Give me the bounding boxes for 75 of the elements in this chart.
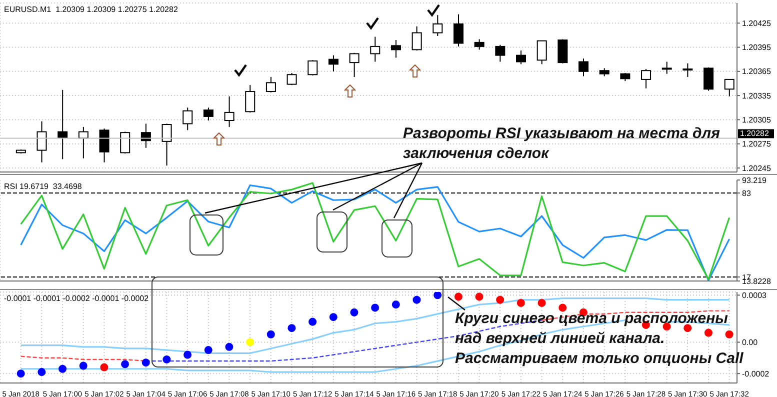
point (16, 370, 25, 378)
y-tick-label: 1.20275 (742, 140, 772, 149)
candlestick (704, 66, 714, 92)
point (329, 313, 338, 322)
candlestick (58, 89, 68, 160)
candlestick (224, 96, 234, 128)
candlestick (286, 72, 297, 86)
point (412, 296, 421, 304)
y-tick-label: 93.219 (742, 176, 768, 185)
point (162, 355, 171, 364)
y-tick-label: 0.00 (742, 338, 758, 348)
point (434, 292, 442, 300)
point (204, 346, 212, 354)
candlestick (245, 84, 256, 113)
point (558, 304, 567, 312)
candlestick (558, 38, 568, 64)
candlestick (36, 120, 47, 163)
point (38, 368, 46, 376)
candlestick (641, 68, 652, 89)
y-tick-label: 1.20305 (742, 116, 772, 125)
ref-line-label: 1.20282 (740, 129, 770, 138)
candlestick (162, 123, 172, 166)
point (308, 318, 317, 326)
point (184, 350, 192, 359)
chart-title: EURUSD.M1 1.20309 1.20309 1.20275 1.20282 (4, 5, 178, 14)
point (704, 328, 712, 337)
point (142, 358, 150, 367)
candlestick (349, 52, 360, 78)
point (288, 324, 296, 332)
candlestick (370, 36, 380, 62)
point (79, 362, 88, 370)
candlestick (516, 50, 526, 65)
point (58, 364, 67, 373)
point (100, 363, 108, 372)
candlestick (432, 14, 443, 36)
candlestick (495, 44, 506, 62)
candlestick (266, 76, 276, 93)
candlestick (724, 78, 734, 97)
point (516, 298, 525, 307)
candlestick (578, 58, 589, 77)
candlestick (453, 14, 464, 47)
candlestick (203, 107, 214, 121)
annotation: Развороты RSI указывают на места для заключения сделок (403, 124, 721, 164)
point (121, 360, 130, 368)
candlestick (390, 40, 401, 58)
candlestick (308, 60, 318, 76)
candlestick (474, 38, 484, 50)
candlestick (682, 62, 693, 78)
point (246, 338, 254, 346)
y-tick-label: 1.20425 (742, 18, 772, 28)
y-tick-label: 1.20335 (742, 91, 772, 100)
chart-title: RSI 19.6719 33.4698 (4, 182, 82, 191)
point (371, 304, 380, 312)
candlestick (328, 54, 338, 72)
y-tick-label: 0.0003 (742, 290, 768, 300)
y-tick-label: 1.20395 (742, 43, 772, 52)
point (225, 342, 234, 351)
y-tick-label: 1.20245 (742, 164, 772, 173)
point (538, 298, 546, 307)
point (496, 296, 504, 304)
point (454, 292, 462, 301)
point (392, 300, 400, 309)
point (725, 330, 734, 338)
candlestick (662, 61, 672, 74)
y-tick-label: 83 (742, 188, 752, 198)
chart-title: -0.0001 -0.0001 -0.0002 -0.0001 -0.0002 (4, 294, 149, 303)
y-tick-label: -0.0002 (742, 369, 770, 378)
candlestick (412, 26, 422, 51)
candlestick (99, 128, 110, 163)
candlestick (182, 107, 193, 131)
candlestick (536, 40, 547, 65)
point (350, 308, 358, 316)
y-tick-label: 1.20365 (742, 67, 772, 76)
point (475, 292, 484, 301)
point (266, 330, 275, 338)
